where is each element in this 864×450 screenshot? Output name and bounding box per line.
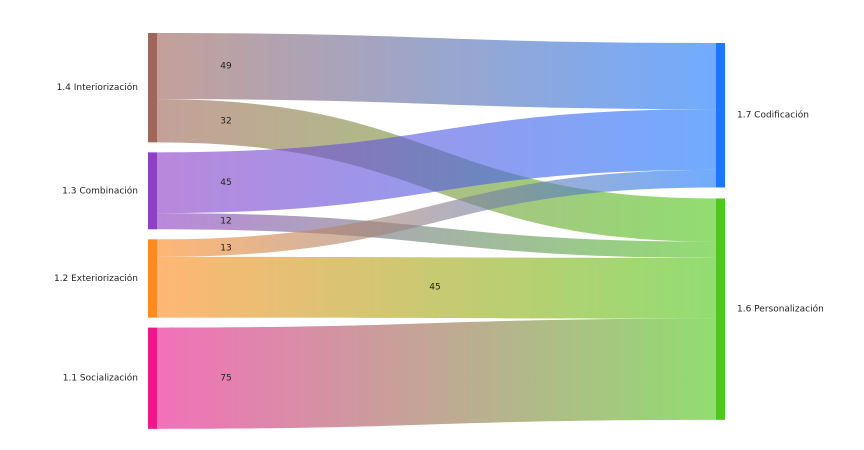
link-value-label: 32 bbox=[220, 116, 231, 126]
node-label: 1.2 Exteriorización bbox=[54, 273, 138, 284]
node-label: 1.7 Codificación bbox=[737, 110, 809, 121]
link bbox=[157, 318, 716, 429]
link-value-label: 12 bbox=[220, 217, 231, 227]
link bbox=[157, 169, 716, 257]
node-label: 1.6 Personalización bbox=[737, 304, 824, 315]
node bbox=[148, 239, 157, 318]
link-value-label: 13 bbox=[220, 244, 231, 254]
link bbox=[157, 33, 716, 110]
link-value-label: 45 bbox=[429, 283, 440, 293]
node bbox=[716, 43, 725, 188]
node bbox=[716, 198, 725, 420]
link bbox=[157, 109, 716, 214]
link bbox=[157, 256, 716, 319]
link-value-label: 45 bbox=[220, 178, 231, 188]
node-label: 1.1 Socialización bbox=[63, 373, 138, 384]
node bbox=[148, 152, 157, 230]
links bbox=[157, 33, 716, 429]
node-label: 1.3 Combinación bbox=[62, 185, 138, 196]
link-value-label: 49 bbox=[220, 62, 232, 72]
node-label: 1.4 Interiorización bbox=[57, 82, 138, 93]
node bbox=[148, 327, 157, 429]
link bbox=[157, 213, 716, 258]
node bbox=[148, 33, 157, 143]
link-value-label: 75 bbox=[220, 374, 231, 384]
